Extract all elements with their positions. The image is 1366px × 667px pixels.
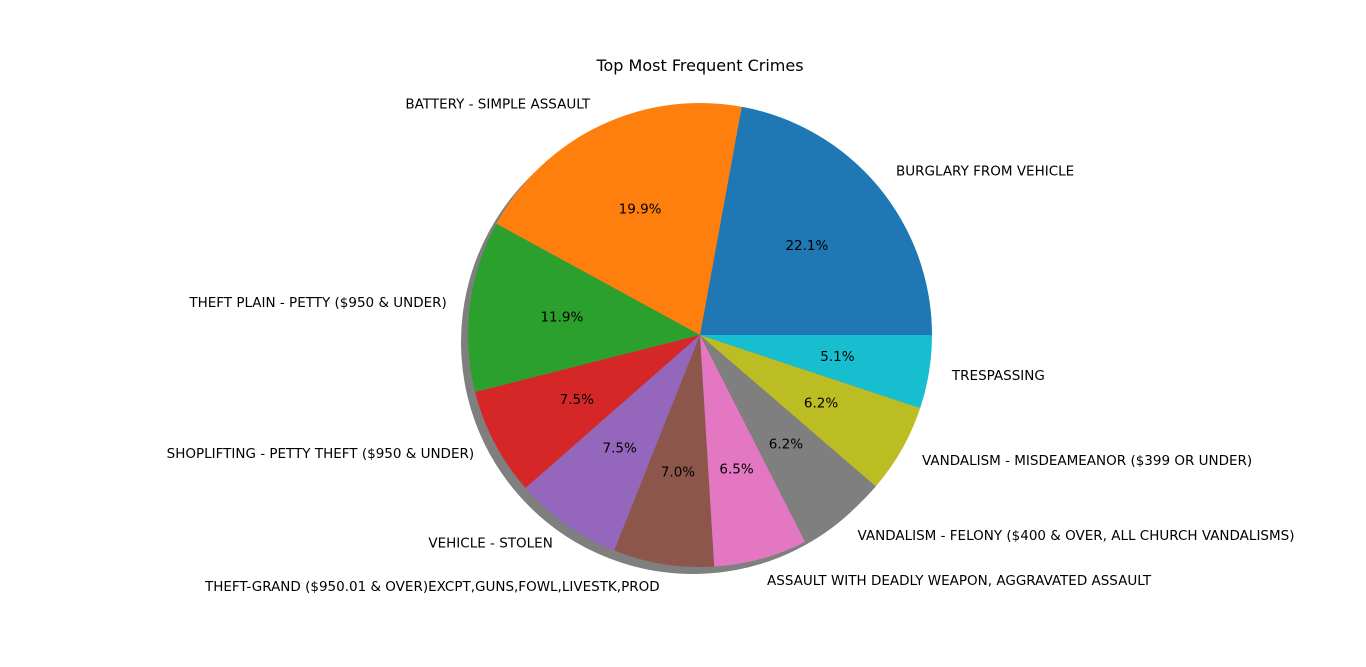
pie-slice-label-burglary-from-vehicle: BURGLARY FROM VEHICLE xyxy=(896,164,1074,180)
pie-slice-vandalism-felony-400-over-all-church-vandalisms xyxy=(700,335,876,542)
pie-percent-label-theft-grand-950-01-over-excpt-guns-fowl-livestk-prod: 7.0% xyxy=(661,464,695,480)
pie-slice-label-battery-simple-assault: BATTERY - SIMPLE ASSAULT xyxy=(405,97,591,113)
pie-slice-trespassing xyxy=(700,335,932,409)
pie-slice-battery-simple-assault xyxy=(496,102,742,335)
pie-percent-label-trespassing: 5.1% xyxy=(820,349,854,365)
pie-slice-theft-plain-petty-950-under xyxy=(467,223,700,393)
pie-slice-shoplifting-petty-theft-950-under xyxy=(475,335,700,488)
pie-percent-label-assault-with-deadly-weapon-aggravated-assault: 6.5% xyxy=(719,461,753,477)
pie-slice-label-vehicle-stolen: VEHICLE - STOLEN xyxy=(428,535,552,551)
chart-title: Top Most Frequent Crimes xyxy=(595,56,803,75)
pie-percent-label-burglary-from-vehicle: 22.1% xyxy=(785,238,828,254)
pie-slice-vehicle-stolen xyxy=(525,335,700,551)
pie-slices xyxy=(467,102,932,567)
pie-percent-label-vandalism-felony-400-over-all-church-vandalisms: 6.2% xyxy=(769,437,803,453)
pie-slice-label-vandalism-misdeameanor-399-or-under: VANDALISM - MISDEAMEANOR ($399 OR UNDER) xyxy=(922,453,1252,469)
pie-slice-label-trespassing: TRESPASSING xyxy=(951,368,1045,384)
pie-slice-assault-with-deadly-weapon-aggravated-assault xyxy=(700,335,806,567)
pie-slice-label-vandalism-felony-400-over-all-church-vandalisms: VANDALISM - FELONY ($400 & OVER, ALL CHU… xyxy=(858,528,1295,544)
pie-slice-vandalism-misdeameanor-399-or-under xyxy=(700,335,921,487)
pie-slice-label-assault-with-deadly-weapon-aggravated-assault: ASSAULT WITH DEADLY WEAPON, AGGRAVATED A… xyxy=(767,573,1152,589)
pie-slice-label-theft-plain-petty-950-under: THEFT PLAIN - PETTY ($950 & UNDER) xyxy=(188,295,446,311)
pie-slice-theft-grand-950-01-over-excpt-guns-fowl-livestk-prod xyxy=(614,335,715,567)
pie-slice-label-theft-grand-950-01-over-excpt-guns-fowl-livestk-prod: THEFT-GRAND ($950.01 & OVER)EXCPT,GUNS,F… xyxy=(204,579,660,595)
pie-percent-label-theft-plain-petty-950-under: 11.9% xyxy=(540,310,583,326)
pie-percent-label-battery-simple-assault: 19.9% xyxy=(619,201,662,217)
pie-percent-label-vehicle-stolen: 7.5% xyxy=(603,441,637,457)
pie-percent-label-vandalism-misdeameanor-399-or-under: 6.2% xyxy=(804,396,838,412)
pie-percent-labels: 22.1% 19.9% 11.9% 7.5% 7.5% 7.0% 6.5% 6.2% 6.2% 5… xyxy=(540,201,854,480)
pie-percent-label-shoplifting-petty-theft-950-under: 7.5% xyxy=(560,392,594,408)
pie-slice-burglary-from-vehicle xyxy=(700,106,932,335)
pie-slice-labels: BURGLARY FROM VEHICLE BATTERY - SIMPLE AS… xyxy=(167,97,1295,595)
pie-slice-label-shoplifting-petty-theft-950-under: SHOPLIFTING - PETTY THEFT ($950 & UNDER) xyxy=(167,446,475,462)
